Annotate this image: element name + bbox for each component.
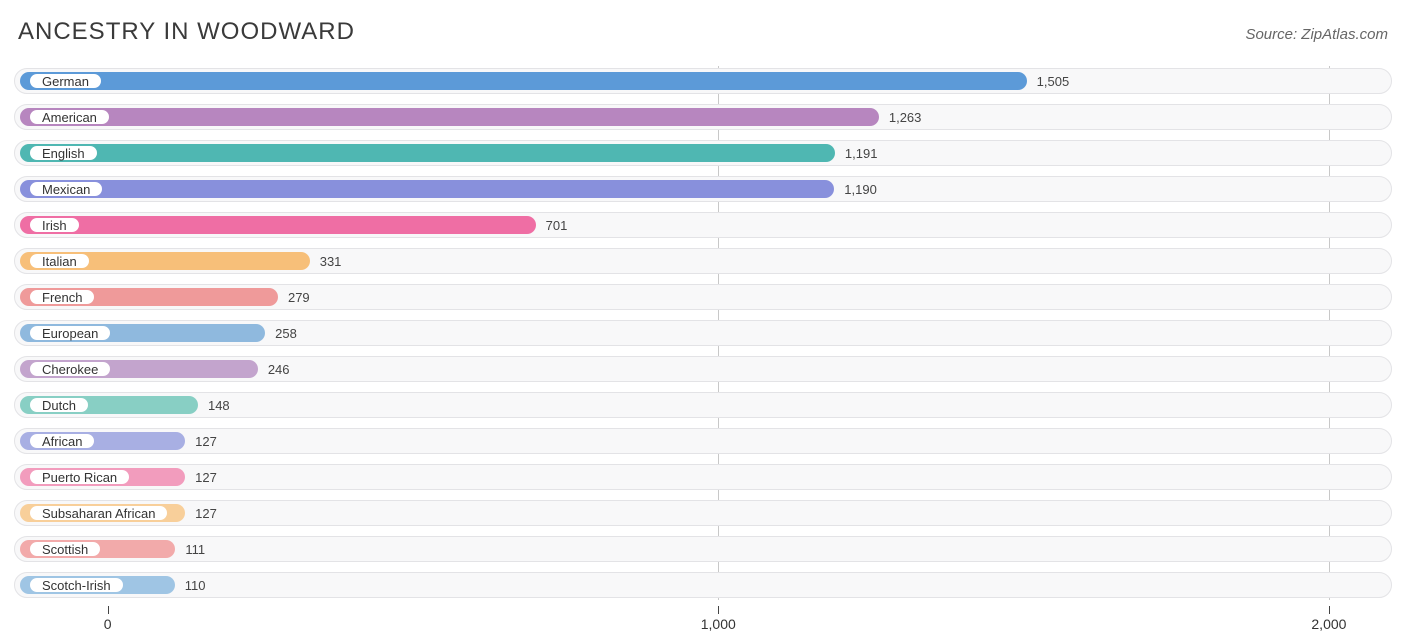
bar-label-pill: Dutch <box>28 396 90 414</box>
bar-label-pill: European <box>28 324 112 342</box>
bar-track <box>14 428 1392 454</box>
chart-title: ANCESTRY IN WOODWARD <box>18 18 355 46</box>
bar-value: 110 <box>175 576 206 594</box>
bar-value: 148 <box>198 396 230 414</box>
bar-label-pill: American <box>28 108 111 126</box>
bar-row: English 1,191 <box>14 138 1392 168</box>
axis-tick <box>108 606 109 614</box>
bar-label-pill: Cherokee <box>28 360 112 378</box>
bar-value: 246 <box>258 360 290 378</box>
bar-value: 127 <box>185 432 217 450</box>
bar <box>20 144 835 162</box>
axis-tick <box>1329 606 1330 614</box>
bar-label-pill: Scotch-Irish <box>28 576 125 594</box>
bar-label-pill: Puerto Rican <box>28 468 131 486</box>
axis-tick-label: 0 <box>104 616 112 632</box>
bar-row: Cherokee 246 <box>14 354 1392 384</box>
bar-row: German 1,505 <box>14 66 1392 96</box>
chart-source: Source: ZipAtlas.com <box>1245 26 1388 43</box>
chart-area: German 1,505 American 1,263 English 1,191 Mexi… <box>14 66 1392 636</box>
bar-value: 127 <box>185 504 217 522</box>
bar-label-pill: French <box>28 288 96 306</box>
bar-row: Mexican 1,190 <box>14 174 1392 204</box>
bar-label-pill: Scottish <box>28 540 102 558</box>
bar-track <box>14 572 1392 598</box>
bar-value: 701 <box>536 216 568 234</box>
bar-value: 258 <box>265 324 297 342</box>
bar <box>20 180 834 198</box>
bar <box>20 108 879 126</box>
bar-row: Irish 701 <box>14 210 1392 240</box>
bar-label-pill: Mexican <box>28 180 104 198</box>
axis-tick-label: 2,000 <box>1311 616 1346 632</box>
bar-value: 111 <box>175 540 205 558</box>
bar-value: 1,190 <box>834 180 877 198</box>
axis-tick-label: 1,000 <box>701 616 736 632</box>
bar-row: Subsaharan African 127 <box>14 498 1392 528</box>
bar-label-pill: English <box>28 144 99 162</box>
bar-row: Scottish 111 <box>14 534 1392 564</box>
bar-row: African 127 <box>14 426 1392 456</box>
bar-label-pill: Subsaharan African <box>28 504 169 522</box>
bar-value: 1,505 <box>1027 72 1070 90</box>
bar-row: Puerto Rican 127 <box>14 462 1392 492</box>
bar-track <box>14 536 1392 562</box>
bar-value: 1,191 <box>835 144 878 162</box>
bar-label-pill: Italian <box>28 252 91 270</box>
bar <box>20 216 536 234</box>
chart-header: ANCESTRY IN WOODWARD Source: ZipAtlas.co… <box>14 18 1392 46</box>
bar-value: 127 <box>185 468 217 486</box>
axis-tick <box>718 606 719 614</box>
bar-value: 1,263 <box>879 108 922 126</box>
bar-label-pill: African <box>28 432 96 450</box>
bar-row: Scotch-Irish 110 <box>14 570 1392 600</box>
bar-row: European 258 <box>14 318 1392 348</box>
bar-row: French 279 <box>14 282 1392 312</box>
bar-label-pill: German <box>28 72 103 90</box>
bar-track <box>14 500 1392 526</box>
bar-row: Dutch 148 <box>14 390 1392 420</box>
x-axis: 0 1,000 2,000 <box>14 606 1392 636</box>
bar-track <box>14 464 1392 490</box>
bar-label-pill: Irish <box>28 216 81 234</box>
bar <box>20 72 1027 90</box>
bar-value: 331 <box>310 252 342 270</box>
bar-value: 279 <box>278 288 310 306</box>
bar-row: American 1,263 <box>14 102 1392 132</box>
bar-row: Italian 331 <box>14 246 1392 276</box>
